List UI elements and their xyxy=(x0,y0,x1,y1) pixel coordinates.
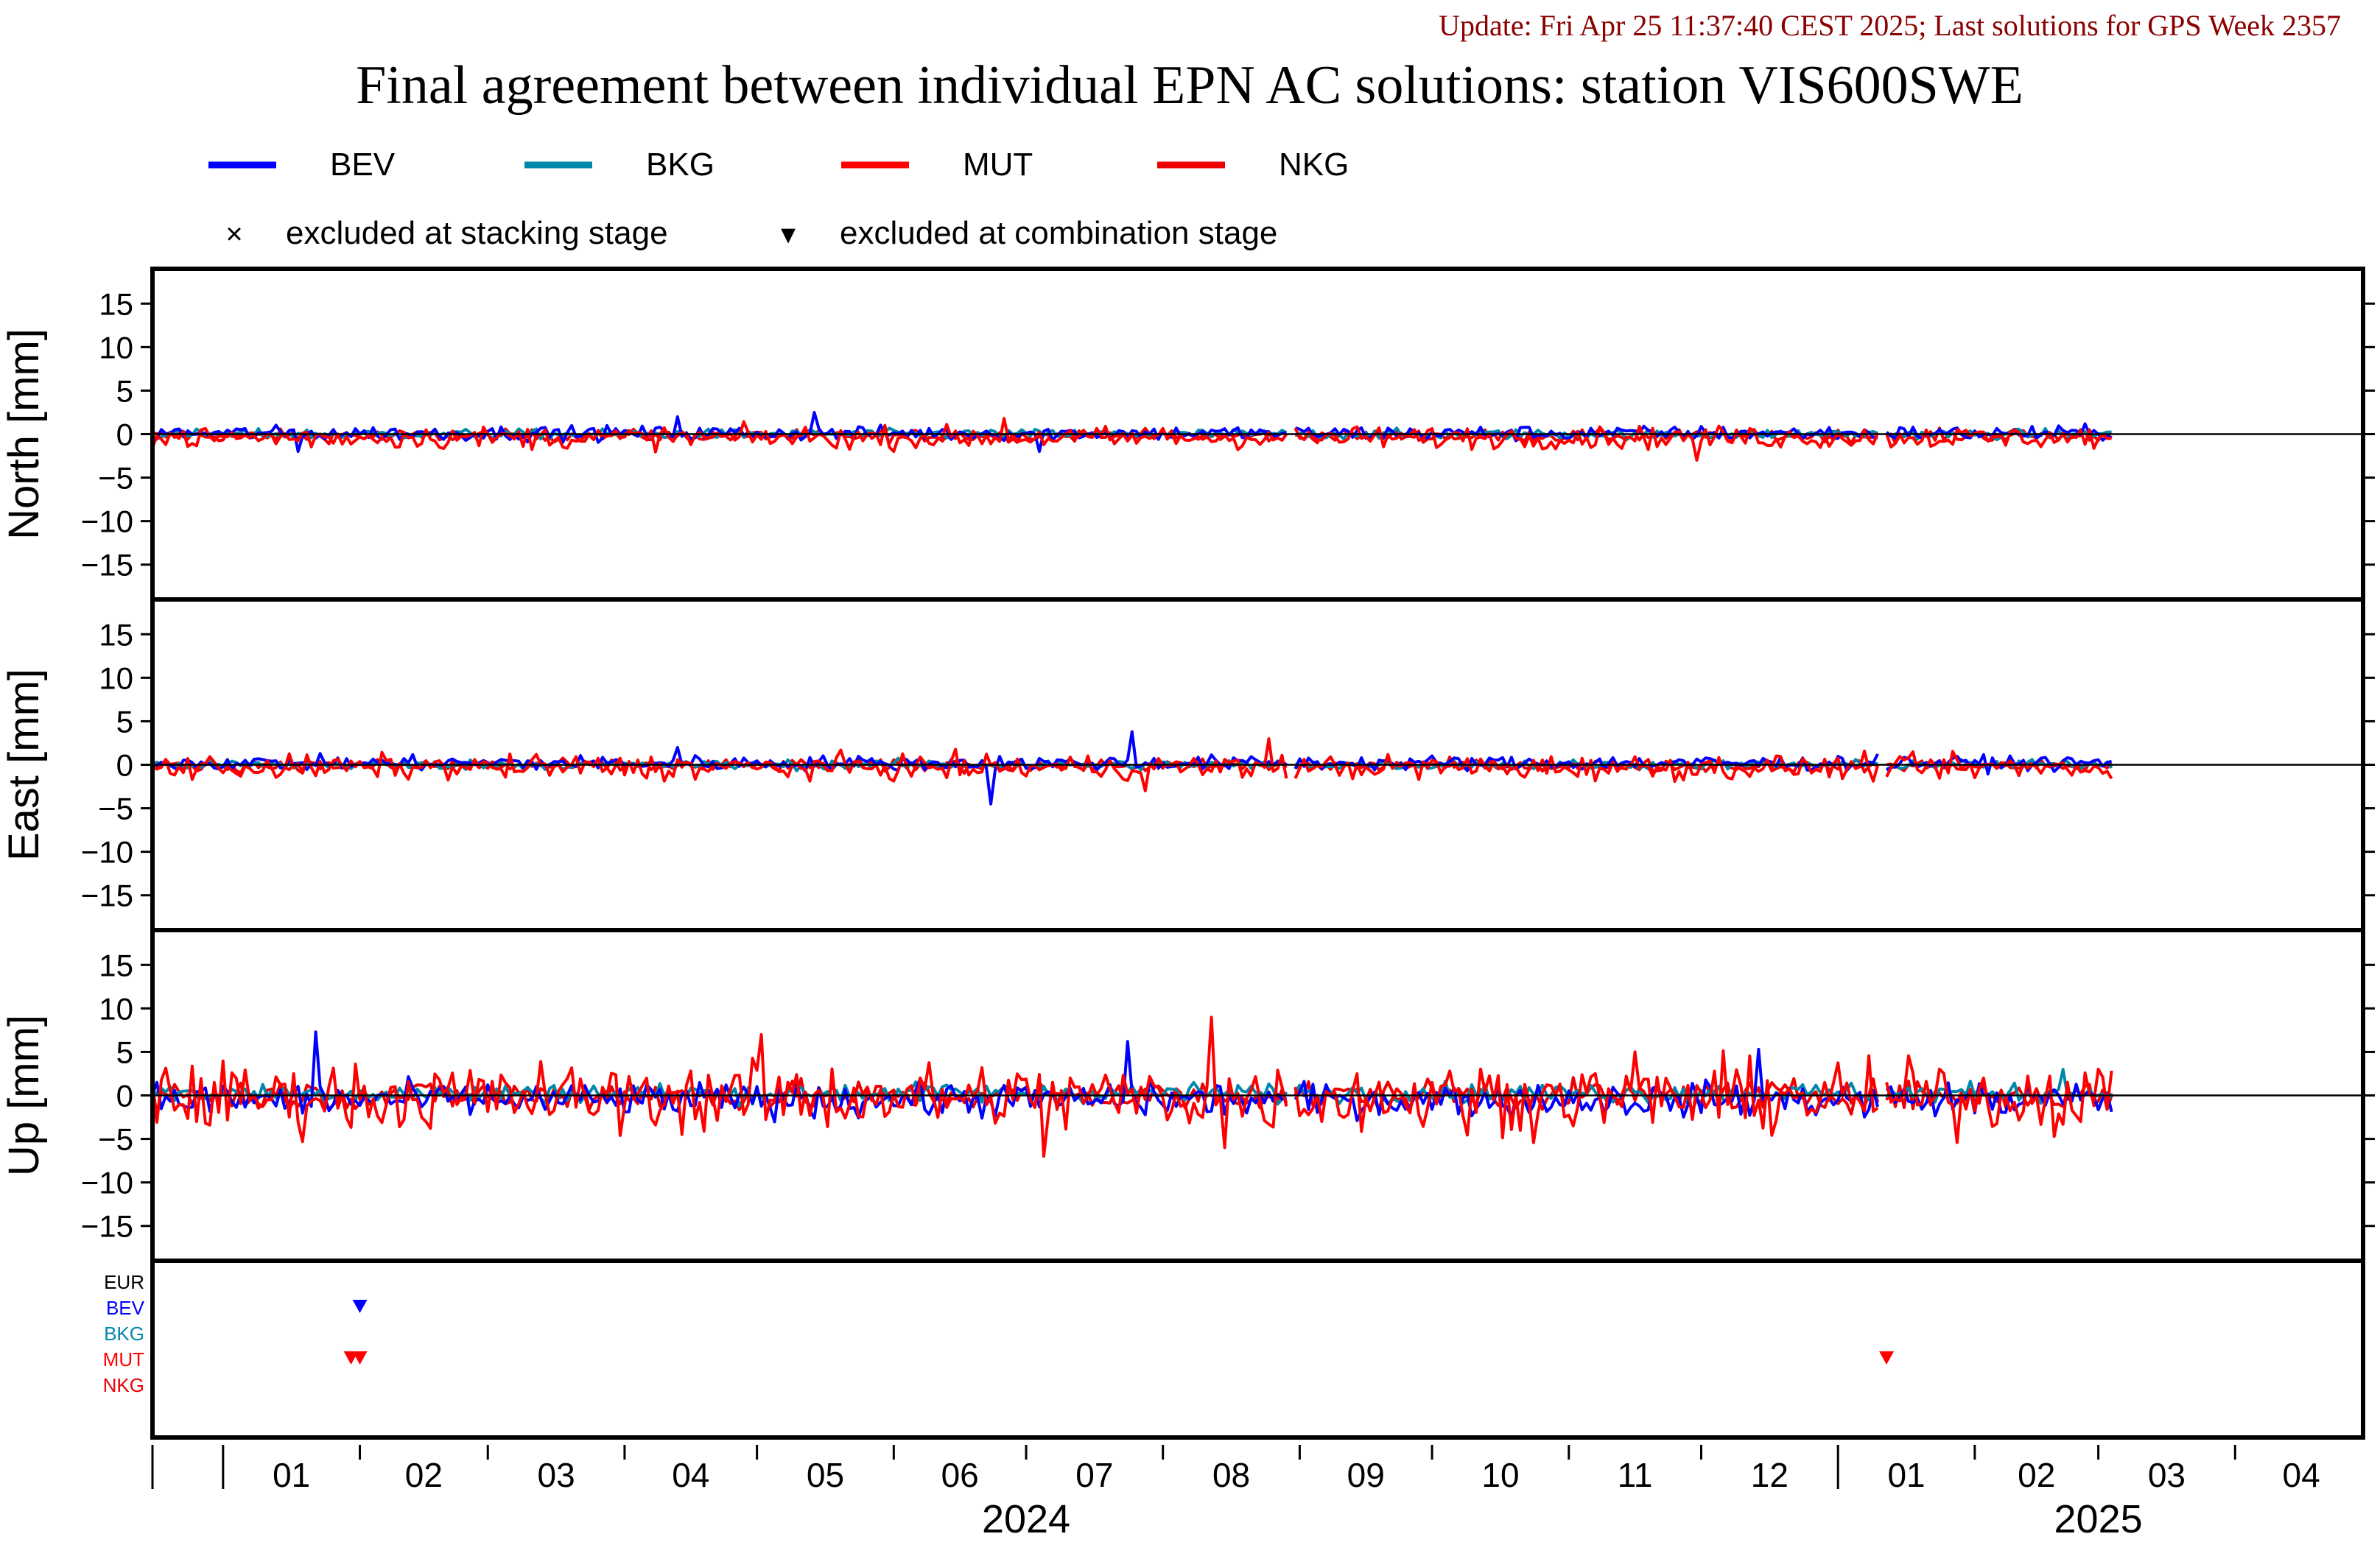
y-tick-label: −15 xyxy=(81,1209,133,1244)
y-tick-label: 10 xyxy=(99,330,133,365)
panels: 15 10 5 0 −5 −10 −15 North [mm] 15 10 5 0 −5 −10 −15 Ea… xyxy=(0,267,2375,1440)
panel-east: 15 10 5 0 −5 −10 −15 East [mm] xyxy=(0,597,2375,932)
y-tick-label: −10 xyxy=(81,1166,133,1200)
y-tick-label: −15 xyxy=(81,879,133,913)
x-month-label: 04 xyxy=(2283,1456,2320,1494)
series-line-mut xyxy=(1293,424,1879,462)
legend-marker-symbol: ▾ xyxy=(781,218,796,250)
y-tick-label: 0 xyxy=(116,748,133,783)
exclusion-row-label: EUR xyxy=(104,1271,144,1293)
exclusion-frame xyxy=(150,1259,2365,1440)
y-tick-label: 15 xyxy=(99,948,133,982)
exclusion-row-label: NKG xyxy=(103,1374,144,1396)
exclusion-row-label: BEV xyxy=(106,1297,145,1319)
y-tick-label: −5 xyxy=(98,792,133,826)
y-axis-label: East [mm] xyxy=(0,669,48,861)
legend: BEV BKG MUT NKG × excluded at stacking stage ▾… xyxy=(208,147,1349,251)
exclusion-row-label: BKG xyxy=(104,1323,144,1345)
series-line-mut xyxy=(151,1016,1288,1158)
legend-marker-label: excluded at combination stage xyxy=(840,215,1277,251)
series-line-mut xyxy=(1885,1054,2113,1144)
x-month-label: 03 xyxy=(2148,1456,2186,1494)
x-year-label: 2024 xyxy=(982,1497,1070,1541)
legend-label-mut: MUT xyxy=(963,147,1033,183)
x-month-label: 05 xyxy=(807,1456,844,1494)
x-month-label: 02 xyxy=(405,1456,443,1494)
y-tick-label: −10 xyxy=(81,835,133,870)
y-tick-label: −5 xyxy=(98,1122,133,1157)
x-month-label: 09 xyxy=(1347,1456,1385,1494)
y-tick-label: 5 xyxy=(116,373,133,408)
chart-title: Final agreement between individual EPN A… xyxy=(356,55,2023,116)
panel-north: 15 10 5 0 −5 −10 −15 North [mm] xyxy=(0,267,2375,602)
x-month-label: 01 xyxy=(1887,1456,1925,1494)
x-axis: 01 02 03 04 05 06 07 08 09 10 11 12 01 02 03 04 2024 2025 xyxy=(151,1444,2363,1541)
series-line-mut xyxy=(1293,1049,1879,1144)
x-year-label: 2025 xyxy=(2054,1497,2143,1541)
x-month-label: 07 xyxy=(1075,1456,1113,1494)
legend-label-bkg: BKG xyxy=(646,147,715,183)
y-tick-label: 0 xyxy=(116,1079,133,1113)
x-month-label: 11 xyxy=(1618,1456,1653,1494)
legend-label-bev: BEV xyxy=(330,147,396,183)
y-tick-label: −15 xyxy=(81,548,133,583)
x-month-label: 12 xyxy=(1751,1456,1788,1494)
y-axis-label: Up [mm] xyxy=(0,1015,48,1176)
y-tick-label: 5 xyxy=(116,1035,133,1069)
x-month-label: 06 xyxy=(941,1456,979,1494)
y-tick-label: 10 xyxy=(99,661,133,695)
series-line-mut xyxy=(151,417,1288,454)
exclusion-panel: EUR BEV BKG MUT NKG xyxy=(103,1259,2365,1440)
x-month-label: 01 xyxy=(273,1456,310,1494)
x-month-label: 10 xyxy=(1481,1456,1519,1494)
legend-marker-symbol: × xyxy=(225,218,242,250)
update-text: Update: Fri Apr 25 11:37:40 CEST 2025; L… xyxy=(1439,9,2341,42)
exclusion-row-label: MUT xyxy=(103,1348,144,1370)
series-line-mut xyxy=(1293,749,1880,784)
legend-marker-label: excluded at stacking stage xyxy=(286,215,668,251)
y-tick-label: 15 xyxy=(99,617,133,652)
y-axis-label: North [mm] xyxy=(0,328,48,540)
y-tick-label: 5 xyxy=(116,704,133,739)
x-month-label: 02 xyxy=(2018,1456,2055,1494)
exclusion-marker xyxy=(352,1351,368,1365)
x-month-label: 08 xyxy=(1212,1456,1250,1494)
y-tick-label: 0 xyxy=(116,418,133,452)
y-tick-label: 15 xyxy=(99,286,133,321)
exclusion-marker xyxy=(1879,1351,1895,1365)
y-tick-label: 10 xyxy=(99,991,133,1026)
x-month-label: 04 xyxy=(672,1456,709,1494)
exclusion-marker xyxy=(352,1300,368,1313)
y-tick-label: −5 xyxy=(98,461,133,496)
series-line-bev xyxy=(152,411,1287,454)
x-month-label: 03 xyxy=(538,1456,575,1494)
series-line-mut xyxy=(1885,428,2112,450)
legend-label-nkg: NKG xyxy=(1279,147,1349,183)
panel-up: 15 10 5 0 −5 −10 −15 Up [mm] xyxy=(0,928,2375,1263)
y-tick-label: −10 xyxy=(81,504,133,539)
